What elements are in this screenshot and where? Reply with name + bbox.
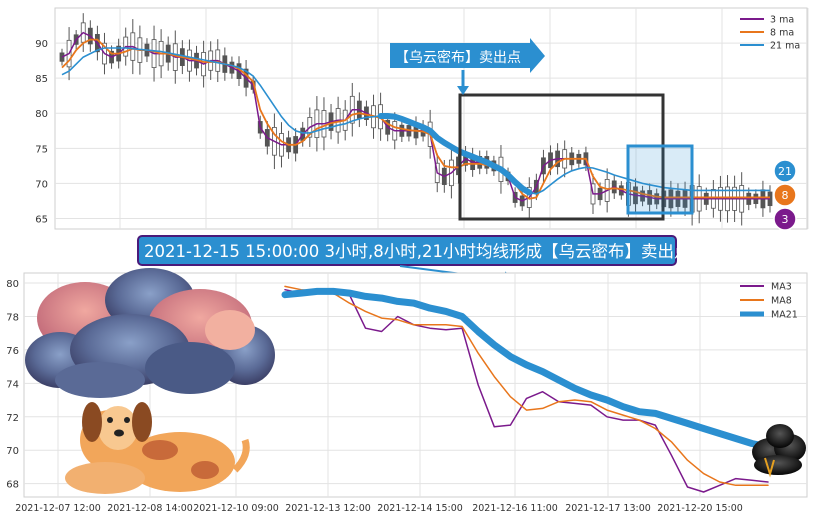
bottom-y-tick-label: 68	[6, 480, 19, 491]
ma-badge-label: 8	[782, 189, 789, 202]
bottom-y-tick-label: 76	[6, 346, 19, 357]
top-y-tick-label: 80	[35, 109, 48, 120]
signal-banner: 2021-12-15 15:00:00 3小时,8小时,21小时均线形成【乌云密…	[137, 235, 690, 288]
bottom-panel: 68 70 72 74 76 78 80 2021-12-07 12:00 2021-12-0…	[6, 268, 808, 514]
bottom-y-tick-label: 74	[6, 379, 19, 390]
annotation-label: 【乌云密布】卖出点	[395, 49, 521, 66]
bottom-y-tick-label: 70	[6, 446, 19, 457]
bottom-x-tick-label: 2021-12-16 11:00	[472, 503, 558, 514]
top-y-tick-label: 90	[35, 39, 48, 50]
top-legend: 3 ma 8 ma 21 ma	[740, 15, 800, 52]
top-y-tick-label: 65	[35, 214, 48, 225]
ma-badge-circle	[773, 183, 797, 207]
bottom-x-tick-label: 2021-12-14 15:00	[377, 503, 463, 514]
top-series-lines	[61, 31, 770, 202]
bottom-x-axis: 2021-12-07 12:00 2021-12-08 14:00 2021-12-…	[15, 503, 743, 514]
bottom-series-line-MA3	[284, 288, 769, 493]
top-series-line-8-ma	[61, 38, 770, 200]
dark-cloud-region-box	[458, 93, 665, 221]
bottom-legend-label: MA21	[771, 310, 798, 321]
bottom-series-lines	[281, 285, 772, 493]
bottom-x-tick-label: 2021-12-07 12:00	[15, 503, 101, 514]
annotation-pointer-head	[457, 86, 469, 95]
bottom-x-tick-label: 2021-12-13 12:00	[285, 503, 371, 514]
signal-highlight-box	[626, 144, 694, 215]
banner-box	[137, 235, 677, 266]
top-panel: 65 70 75 80 85 90 【乌云密布】卖出点 3 ma 8 ma 21 ma 21 8…	[35, 7, 809, 231]
bottom-y-tick-label: 78	[6, 312, 19, 323]
top-y-tick-label: 85	[35, 74, 48, 85]
bottom-series-line-MA8	[284, 285, 769, 487]
bottom-legend-label: MA8	[771, 296, 792, 307]
annotation-callout: 【乌云密布】卖出点	[390, 38, 545, 95]
ma-badge-label: 21	[778, 165, 792, 178]
top-legend-label: 21 ma	[770, 41, 800, 52]
bottom-y-tick-label: 72	[6, 413, 19, 424]
bottom-x-tick-label: 2021-12-08 14:00	[107, 503, 193, 514]
ma-badge-circle	[773, 207, 797, 231]
top-y-tick-label: 70	[35, 179, 48, 190]
top-grid	[55, 8, 809, 229]
dog-illustration	[65, 402, 250, 494]
bottom-x-tick-label: 2021-12-10 09:00	[193, 503, 279, 514]
storm-cloud-illustration	[25, 268, 275, 398]
ma-badges: 21 8 3	[773, 159, 797, 231]
candle-body	[59, 52, 65, 62]
black-cloud-icon	[752, 424, 806, 478]
top-legend-label: 3 ma	[770, 15, 794, 26]
top-y-axis: 65 70 75 80 85 90	[35, 39, 48, 225]
bottom-series-line-MA21	[281, 287, 772, 451]
bottom-legend: MA3 MA8 MA21	[740, 282, 798, 321]
bottom-y-tick-label: 80	[6, 279, 19, 290]
bottom-x-tick-label: 2021-12-20 15:00	[657, 503, 743, 514]
bottom-y-axis: 68 70 72 74 76 78 80	[6, 279, 19, 491]
ma-badge-circle	[773, 159, 797, 183]
banner-text: 2021-12-15 15:00:00 3小时,8小时,21小时均线形成【乌云密…	[144, 242, 690, 261]
annotation-arrow-shape	[390, 38, 545, 73]
top-y-tick-label: 75	[35, 144, 48, 155]
top-legend-label: 8 ma	[770, 28, 794, 39]
bottom-legend-label: MA3	[771, 282, 792, 293]
top-ma21-highlight	[377, 113, 533, 196]
ma-badge-label: 3	[782, 213, 789, 226]
bottom-x-tick-label: 2021-12-17 13:00	[565, 503, 651, 514]
